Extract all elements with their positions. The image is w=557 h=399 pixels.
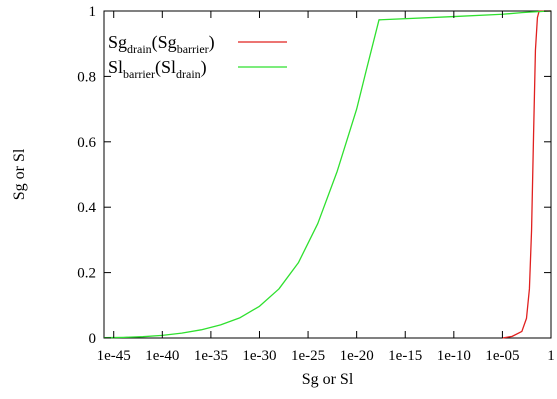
series-layer [103, 10, 552, 339]
plot-area [103, 10, 552, 339]
y-tick-label: 0.6 [77, 135, 96, 151]
x-tick-label: 1e-10 [437, 348, 471, 364]
series-line-1 [502, 10, 551, 339]
x-tick-label: 1e-05 [485, 348, 519, 364]
legend-label-1: Sgdrain(Sgbarrier) [108, 32, 215, 56]
ticks-layer: 1e-45 1e-40 1e-35 1e-30 1e-25 1e-20 1e-15 1e-10… [77, 4, 555, 364]
x-tick-label: 1e-40 [145, 348, 179, 364]
legend: Sgdrain(Sgbarrier)Slbarrier(Sldrain) [108, 32, 287, 81]
legend-label-2: Slbarrier(Sldrain) [108, 57, 207, 81]
plot-frame [103, 10, 552, 339]
y-axis-title: Sg or Sl [11, 148, 28, 200]
x-tick-label: 1e-35 [194, 348, 228, 364]
y-tick-label: 0.2 [77, 266, 96, 282]
y-tick-label: 0 [89, 331, 97, 347]
x-tick-label: 1e-25 [291, 348, 325, 364]
x-tick-label: 1 [547, 348, 555, 364]
x-tick-label: 1e-20 [340, 348, 374, 364]
x-axis-title: Sg or Sl [302, 371, 354, 388]
y-tick-label: 0.4 [77, 200, 96, 216]
x-tick-label: 1e-45 [97, 348, 131, 364]
x-tick-label: 1e-15 [388, 348, 422, 364]
y-tick-label: 1 [89, 4, 97, 20]
y-tick-label: 0.8 [77, 69, 96, 85]
series-line-2 [103, 10, 552, 339]
x-tick-label: 1e-30 [242, 348, 276, 364]
